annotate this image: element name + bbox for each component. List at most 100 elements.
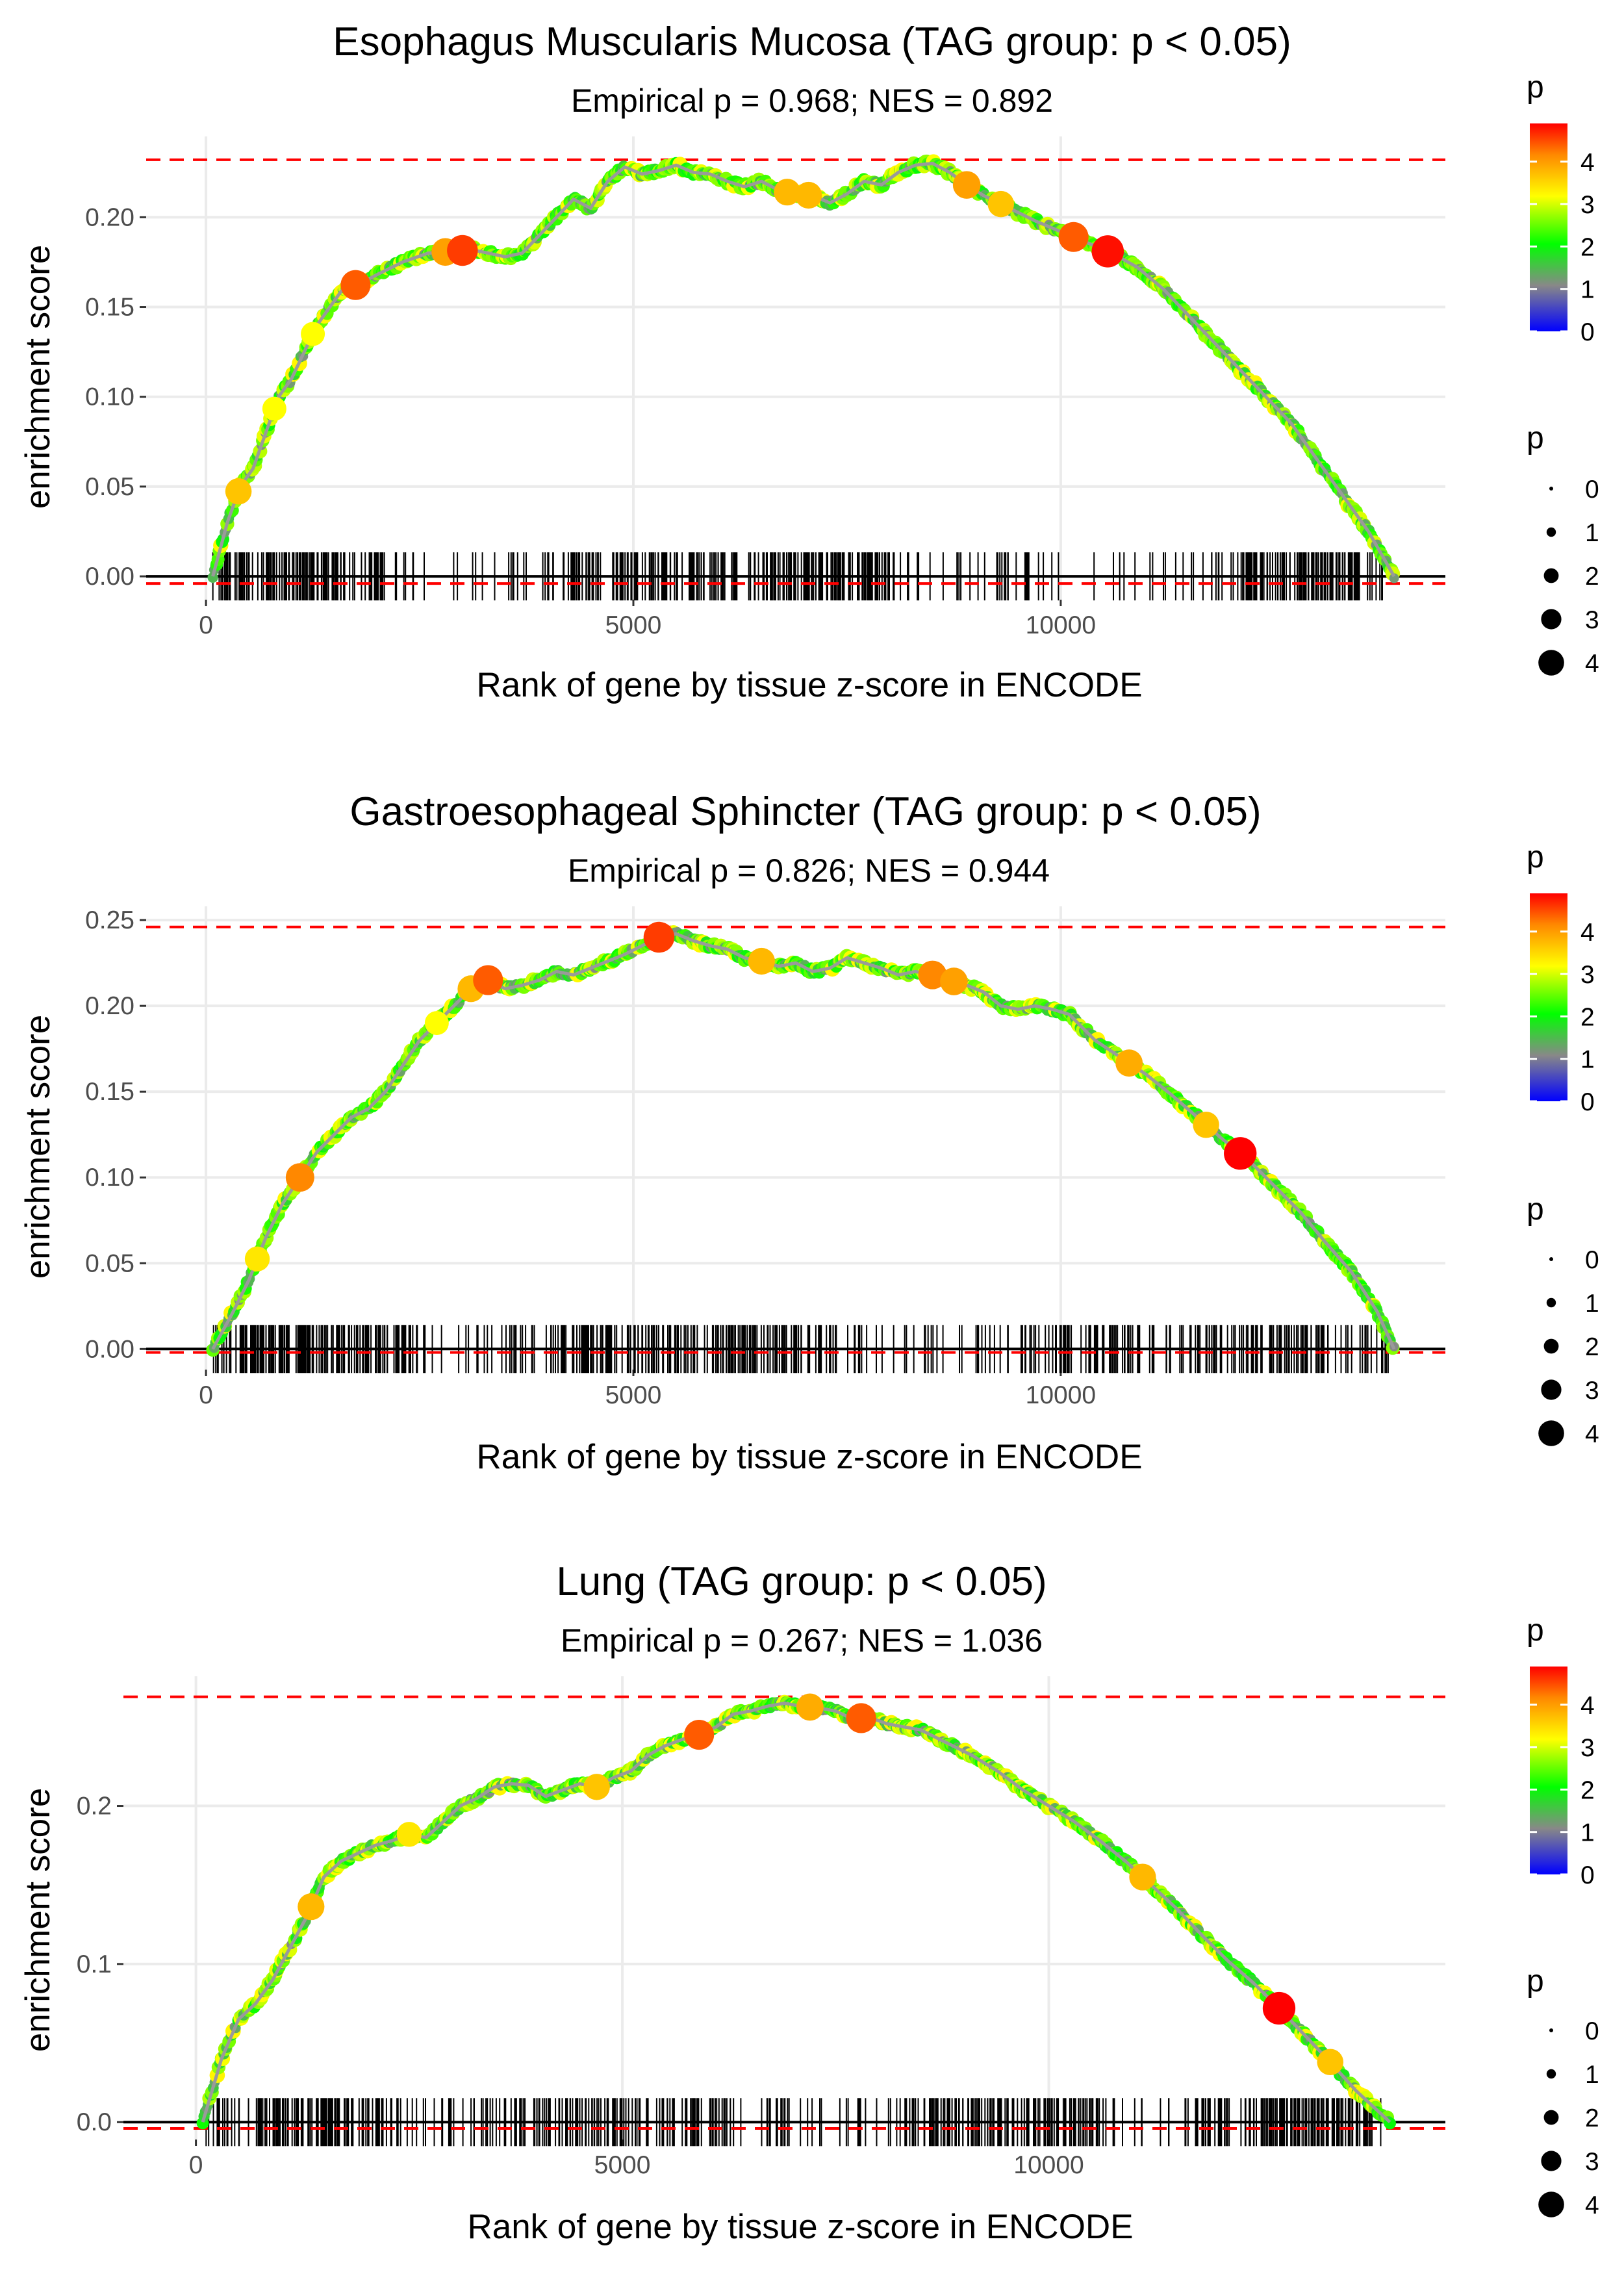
- size-legend-label: 2: [1585, 563, 1599, 591]
- chart-subtitle: Empirical p = 0.267; NES = 1.036: [561, 1622, 1043, 1659]
- y-tick-label: 0.1: [77, 1950, 112, 1978]
- curve-core-line: [201, 1701, 1391, 2124]
- size-legend-2: p 0 1 2 3 4: [1527, 1192, 1599, 1448]
- color-legend-2: p 0 1 2 3 4: [1527, 840, 1595, 1116]
- size-legend-label: 0: [1585, 476, 1599, 504]
- size-legend-label: 1: [1585, 2061, 1599, 2089]
- highlight-point: [1058, 222, 1089, 252]
- highlight-point: [473, 965, 503, 995]
- highlight-point: [447, 235, 478, 266]
- curve-point: [207, 572, 218, 583]
- colorbar-label: 2: [1580, 1003, 1595, 1031]
- size-legend-key: [1541, 2151, 1562, 2171]
- y-tick-label: 0.00: [85, 563, 134, 591]
- highlight-point: [940, 967, 968, 995]
- x-tick-label: 10000: [1026, 611, 1096, 639]
- highlight-point: [396, 1822, 422, 1847]
- size-legend-title: p: [1527, 421, 1544, 455]
- highlight-point: [1262, 1991, 1296, 2025]
- colorbar: [1530, 1667, 1567, 1874]
- highlight-point: [340, 270, 371, 300]
- highlight-point: [1129, 1863, 1156, 1891]
- color-legend-1: p 0 1 2 3 4: [1527, 70, 1595, 346]
- size-legend-label: 3: [1585, 2148, 1599, 2176]
- panel-2: Gastroesophageal Sphincter (TAG group: p…: [19, 789, 1599, 1476]
- x-axis-title: Rank of gene by tissue z-score in ENCODE: [467, 2208, 1133, 2246]
- size-legend-key: [1549, 2028, 1553, 2032]
- size-legend-label: 4: [1585, 650, 1599, 678]
- highlight-point: [748, 947, 775, 975]
- chart-title: Esophagus Muscularis Mucosa (TAG group: …: [333, 19, 1291, 64]
- enrichment-curve: [207, 154, 1401, 583]
- size-legend-label: 2: [1585, 1333, 1599, 1361]
- chart-title: Gastroesophageal Sphincter (TAG group: p…: [349, 789, 1261, 834]
- colorbar-label: 4: [1580, 919, 1595, 947]
- plot-area-1: 0 5000 10000 0.00 0.05 0.10 0.15 0.20: [85, 136, 1445, 639]
- x-tick-label: 10000: [1026, 1381, 1096, 1409]
- color-legend-title: p: [1527, 70, 1544, 105]
- size-legend-key: [1546, 527, 1556, 537]
- colorbar-label: 3: [1580, 191, 1595, 219]
- size-legend-label: 0: [1585, 2017, 1599, 2045]
- x-tick-label: 0: [189, 2151, 203, 2179]
- colorbar-label: 3: [1580, 961, 1595, 989]
- highlight-point: [301, 322, 325, 346]
- y-tick-label: 0.10: [85, 383, 134, 411]
- size-legend-label: 4: [1585, 1420, 1599, 1448]
- highlight-point: [987, 190, 1015, 218]
- enrichment-curve: [196, 1694, 1396, 2130]
- y-tick-label: 0.20: [85, 992, 134, 1020]
- x-axis-title: Rank of gene by tissue z-score in ENCODE: [476, 1438, 1142, 1476]
- size-legend-key: [1549, 487, 1553, 491]
- chart-title: Lung (TAG group: p < 0.05): [556, 1559, 1047, 1604]
- highlight-point: [225, 478, 252, 505]
- panel-1: Esophagus Muscularis Mucosa (TAG group: …: [19, 19, 1599, 704]
- y-axis-title: enrichment score: [19, 245, 57, 509]
- y-tick-label: 0.25: [85, 906, 134, 934]
- highlight-point: [583, 1774, 610, 1800]
- highlight-point: [796, 1693, 824, 1721]
- color-legend-title: p: [1527, 1613, 1544, 1648]
- size-legend-label: 3: [1585, 606, 1599, 634]
- curve-point: [1389, 573, 1399, 583]
- highlight-point: [424, 1011, 449, 1036]
- highlight-point: [643, 921, 675, 953]
- colorbar-label: 0: [1580, 318, 1595, 346]
- highlight-point: [1317, 2049, 1344, 2076]
- y-tick-label: 0.20: [85, 203, 134, 231]
- colorbar-label: 0: [1580, 1861, 1595, 1889]
- size-legend-key: [1543, 2110, 1559, 2125]
- size-legend-label: 1: [1585, 519, 1599, 547]
- colorbar: [1530, 893, 1567, 1101]
- size-legend-label: 2: [1585, 2104, 1599, 2132]
- highlight-point: [774, 179, 801, 206]
- colorbar-label: 3: [1580, 1734, 1595, 1762]
- chart-subtitle: Empirical p = 0.968; NES = 0.892: [571, 83, 1053, 119]
- size-legend-title: p: [1527, 1964, 1544, 1999]
- size-legend-key: [1538, 1420, 1564, 1446]
- size-legend-key: [1538, 650, 1564, 676]
- y-tick-label: 0.05: [85, 473, 134, 501]
- x-tick-label: 5000: [605, 1381, 662, 1409]
- size-legend-key: [1549, 1257, 1553, 1261]
- size-legend-1: p 0 1 2 3 4: [1527, 421, 1599, 678]
- y-tick-label: 0.00: [85, 1335, 134, 1363]
- size-legend-3: p 0 1 2 3 4: [1527, 1964, 1599, 2219]
- plot-area-3: 0 5000 10000 0.0 0.1 0.2: [77, 1676, 1445, 2179]
- colorbar-label: 4: [1580, 1692, 1595, 1720]
- colorbar-label: 0: [1580, 1088, 1595, 1116]
- highlight-point: [684, 1719, 715, 1750]
- highlight-point: [1091, 235, 1124, 268]
- y-axis-title: enrichment score: [19, 1788, 57, 2052]
- size-legend-label: 1: [1585, 1290, 1599, 1318]
- size-legend-key: [1543, 568, 1559, 583]
- x-tick-label: 0: [199, 1381, 213, 1409]
- size-legend-key: [1546, 1297, 1556, 1308]
- highlight-point: [262, 396, 286, 421]
- highlight-point: [298, 1893, 325, 1921]
- color-legend-title: p: [1527, 840, 1544, 875]
- size-legend-key: [1541, 609, 1562, 630]
- size-legend-label: 4: [1585, 2191, 1599, 2219]
- colorbar-label: 2: [1580, 1776, 1595, 1804]
